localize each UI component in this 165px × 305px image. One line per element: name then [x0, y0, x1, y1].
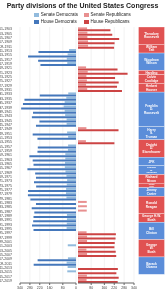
svg-text:JFK: JFK: [148, 160, 155, 164]
svg-text:George H.W.Bush: George H.W.Bush: [142, 214, 157, 222]
svg-text:0: 0: [75, 286, 77, 290]
svg-text:FranklinD.Roosevelt: FranklinD.Roosevelt: [144, 104, 157, 115]
svg-text:GeorgeW.Bush: GeorgeW.Bush: [146, 243, 157, 254]
html-text:House Democrats: House Democrats: [40, 19, 77, 24]
svg-text:340: 340: [17, 286, 23, 290]
svg-text:220: 220: [111, 286, 117, 290]
svg-text:160: 160: [47, 286, 53, 290]
svg-text:80: 80: [89, 286, 93, 290]
html-text:Senate Democrats: Senate Democrats: [40, 12, 78, 17]
svg-text:280: 280: [27, 286, 33, 290]
svg-text:TheodoreRoosevelt: TheodoreRoosevelt: [144, 32, 157, 40]
svg-text:RonaldReagan: RonaldReagan: [146, 201, 157, 209]
svg-text:WoodrowWilson: WoodrowWilson: [144, 58, 157, 66]
svg-text:GeraldFord: GeraldFord: [149, 183, 155, 187]
html-text:Senate Republicans: Senate Republicans: [90, 12, 131, 17]
svg-text:RichardNixon: RichardNixon: [146, 175, 157, 183]
svg-text:BillClinton: BillClinton: [146, 227, 157, 235]
svg-text:280: 280: [121, 286, 127, 290]
html-text:House Republicans: House Republicans: [90, 19, 130, 24]
svg-text:2017-2019: 2017-2019: [8, 279, 12, 283]
svg-text:WilliamTaft: WilliamTaft: [146, 45, 157, 53]
svg-text:JimmyCarter: JimmyCarter: [146, 188, 157, 196]
svg-text:340: 340: [131, 286, 137, 290]
svg-text:LyndonB.Johnson: LyndonB.Johnson: [146, 166, 157, 175]
svg-text:160: 160: [101, 286, 107, 290]
svg-text:Harding: Harding: [145, 71, 157, 75]
svg-text:DwightD.Eisenhower: DwightD.Eisenhower: [143, 143, 157, 154]
svg-text:220: 220: [37, 286, 43, 290]
svg-text:HarryS.Truman: HarryS.Truman: [146, 128, 157, 139]
html-text:Party divisions of the United: Party divisions of the United States Con…: [6, 2, 159, 9]
svg-text:CalvinCoolidge: CalvinCoolidge: [145, 75, 157, 83]
svg-text:HerbertHoover: HerbertHoover: [146, 84, 157, 92]
svg-text:BarackObama: BarackObama: [146, 262, 157, 270]
svg-text:80: 80: [61, 286, 65, 290]
